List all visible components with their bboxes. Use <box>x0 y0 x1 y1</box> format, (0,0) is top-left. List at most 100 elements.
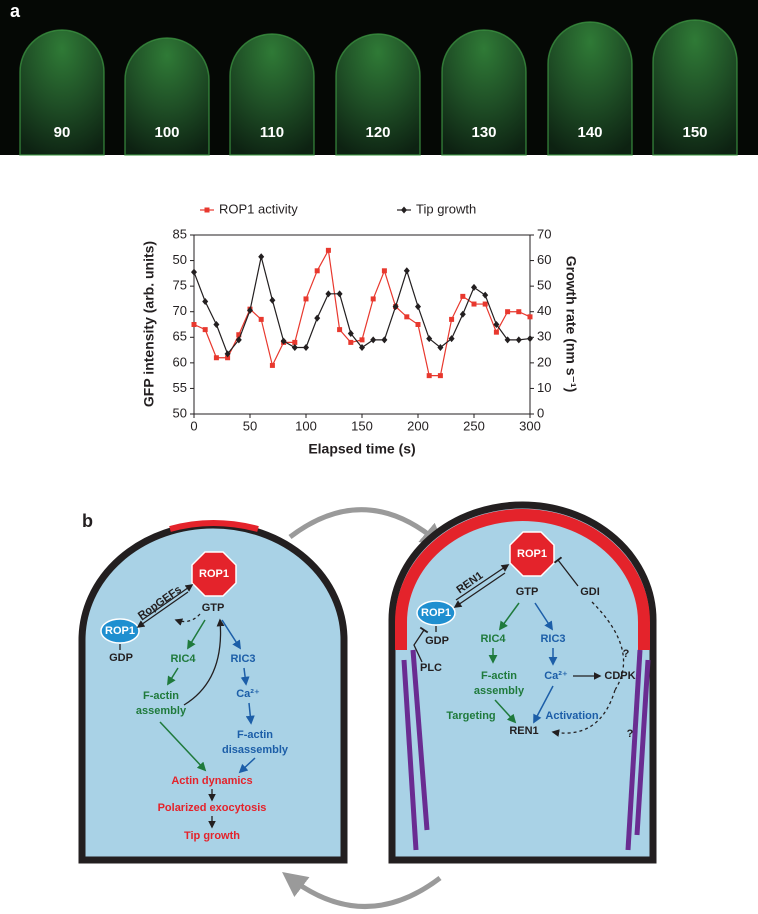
frame-label: 120 <box>365 124 390 141</box>
pollen-tube <box>124 37 210 156</box>
legend-marker <box>401 206 407 214</box>
node-label: ROP1 <box>105 625 135 637</box>
y2-tick-label: 70 <box>537 226 551 241</box>
point <box>504 336 511 344</box>
node-label: RIC4 <box>480 633 506 645</box>
node-label: Targeting <box>446 710 495 722</box>
point <box>370 336 377 344</box>
y-tick-label: 70 <box>173 303 187 318</box>
point <box>235 336 242 344</box>
node-label: GDP <box>109 652 133 664</box>
point <box>404 314 410 320</box>
point <box>471 283 477 291</box>
point <box>505 309 511 315</box>
point <box>449 316 455 322</box>
panel-label: a <box>10 1 21 21</box>
cell <box>388 501 657 864</box>
point <box>291 344 298 352</box>
legend-label: ROP1 activity <box>219 201 298 216</box>
point <box>202 327 208 333</box>
point <box>224 350 231 358</box>
node-label: REN1 <box>509 725 538 737</box>
point <box>460 293 466 299</box>
pollen-tube <box>335 33 421 156</box>
point <box>191 322 197 327</box>
point <box>258 316 264 322</box>
point <box>381 336 388 344</box>
x-tick-label: 300 <box>519 418 541 433</box>
point <box>437 373 443 379</box>
pollen-tube <box>547 21 633 156</box>
rop1-cap <box>169 520 259 532</box>
cycle-arrow <box>288 507 446 549</box>
legend-marker <box>204 207 210 213</box>
node-label: F-actin <box>143 690 179 702</box>
series-line <box>193 248 531 377</box>
legend-label: Tip growth <box>416 201 476 216</box>
cycle-arrow <box>282 871 442 909</box>
point <box>459 310 466 318</box>
rop1-cap <box>395 509 650 650</box>
rop1-inactive <box>416 600 456 626</box>
y-tick-label: 75 <box>173 278 187 293</box>
point <box>325 290 332 298</box>
node-label: Tip growth <box>184 830 240 842</box>
point <box>303 296 309 302</box>
point <box>448 335 455 343</box>
node-label: RIC4 <box>170 653 196 665</box>
y-tick-label: 50 <box>173 405 187 420</box>
node-label: ROP1 <box>517 548 547 560</box>
frame-label: 150 <box>682 124 707 141</box>
node-label: PLC <box>420 662 442 674</box>
y2-tick-label: 0 <box>537 405 544 420</box>
line-chart: Elapsed time (s) GFP intensity (arb. uni… <box>141 201 580 456</box>
point <box>527 335 533 343</box>
point <box>225 355 231 361</box>
point <box>258 253 265 261</box>
frame-label: 100 <box>154 124 179 141</box>
y-tick-label: 65 <box>173 329 187 344</box>
y2-tick-label: 10 <box>537 380 551 395</box>
point <box>359 337 365 343</box>
frame-label: 110 <box>260 124 284 141</box>
x-tick-label: 200 <box>407 418 429 433</box>
point <box>336 290 343 298</box>
point <box>314 314 321 322</box>
point <box>403 267 410 275</box>
pollen-tube <box>19 29 105 156</box>
node-label: ROP1 <box>199 568 229 580</box>
node-label: assembly <box>136 705 187 717</box>
node-label: RIC3 <box>540 633 565 645</box>
point <box>247 306 253 314</box>
node-label: ROP1 <box>421 607 451 619</box>
point <box>359 344 365 352</box>
node-label: GTP <box>516 586 539 598</box>
node-label: assembly <box>474 685 525 697</box>
x-tick-label: 100 <box>295 418 317 433</box>
point <box>437 344 444 352</box>
y2-tick-label: 40 <box>537 303 551 318</box>
point <box>381 268 387 274</box>
point <box>370 296 376 302</box>
pollen-tube <box>652 19 738 156</box>
y-tick-label: 55 <box>173 380 187 395</box>
y2-tick-label: 60 <box>537 252 551 267</box>
node-label: GDP <box>425 635 449 647</box>
point <box>280 337 287 345</box>
frame-label: 140 <box>577 124 602 141</box>
point <box>325 247 331 253</box>
node-label: Polarized exocytosis <box>158 802 267 814</box>
node-label: Ca²⁺ <box>236 688 260 700</box>
point <box>236 332 242 338</box>
pollen-tube <box>229 33 315 156</box>
point <box>269 362 275 368</box>
node-label: GTP <box>202 602 225 614</box>
diagram: b ROP1 RopGEFs GTP ROP1 GDP RIC4 RIC3 F-… <box>78 501 657 909</box>
point <box>314 268 320 274</box>
point <box>392 303 399 311</box>
point <box>269 296 276 304</box>
point <box>348 339 354 345</box>
pollen-tube <box>441 29 527 156</box>
x-tick-label: 50 <box>243 418 257 433</box>
